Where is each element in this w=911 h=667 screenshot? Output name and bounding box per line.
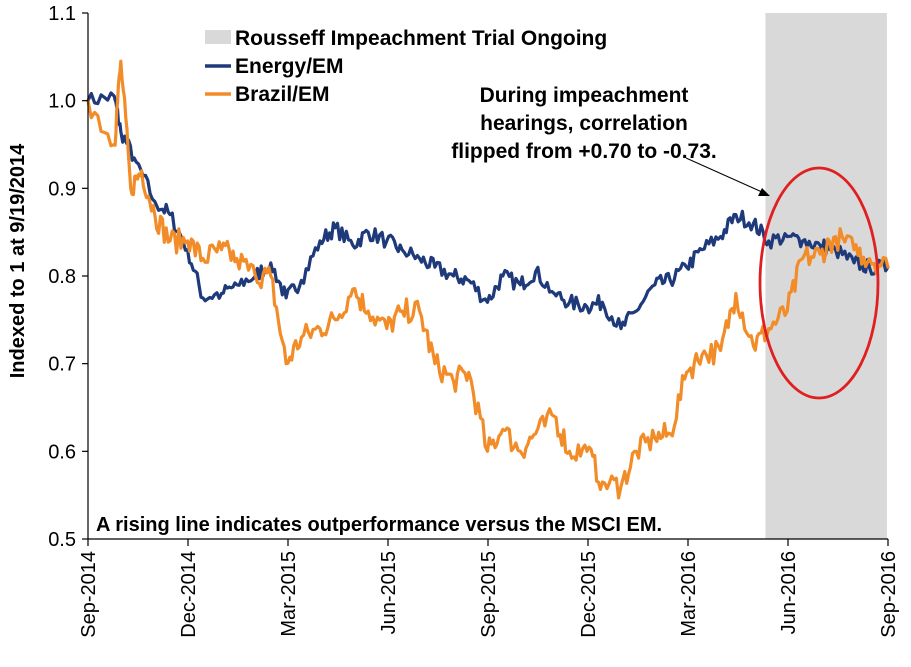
annotation-correlation-line: flipped from +0.70 to -0.73. [451,140,716,163]
annotation-footer-note: A rising line indicates outperformance v… [96,514,662,536]
series-line-brazil-em [86,59,890,500]
x-tick-label: Mar-2016 [678,551,700,637]
annotation-arrow-line [685,157,763,193]
legend-swatch-shaded-region [205,30,231,44]
x-tick-label: Dec-2015 [578,551,600,638]
annotation-correlation-line: hearings, correlation [480,112,688,135]
x-tick-label: Sep-2015 [478,551,500,638]
y-tick-label: 0.8 [48,266,76,288]
x-tick-label: Sep-2016 [878,551,900,638]
legend-label-energy-em: Energy/EM [235,55,344,78]
series-lines-layer [86,59,890,500]
annotation-correlation-line: During impeachment [480,84,689,107]
x-tick-label: Jun-2015 [378,551,400,634]
x-tick-label: Dec-2014 [178,551,200,638]
y-axis-label: Indexed to 1 at 9/19/2014 [7,143,29,378]
shaded-region-layer [765,13,887,539]
legend-label-brazil-em: Brazil/EM [235,83,330,106]
y-tick-label: 0.6 [48,441,76,463]
labels-layer: Indexed to 1 at 9/19/2014 Rousseff Impeac… [7,27,880,536]
impeachment-shaded-region [765,13,887,539]
y-tick-label: 0.7 [48,354,76,376]
legend-label-shaded-region: Rousseff Impeachment Trial Ongoing [235,27,607,50]
axes-layer: 0.5 0.6 0.7 0.8 0.9 1.0 1.1 Sep-2014 Dec-2014 Mar… [48,3,900,638]
series-line-energy-em [86,91,890,331]
highlight-ellipse [758,166,880,400]
annotation-arrowhead [758,188,770,196]
x-tick-label: Jun-2016 [778,551,800,634]
y-tick-label: 0.5 [48,529,76,551]
y-tick-label: 0.9 [48,178,76,200]
y-tick-label: 1.1 [48,3,76,25]
x-tick-label: Sep-2014 [78,551,100,638]
x-tick-label: Mar-2015 [278,551,300,637]
y-tick-label: 1.0 [48,91,76,113]
